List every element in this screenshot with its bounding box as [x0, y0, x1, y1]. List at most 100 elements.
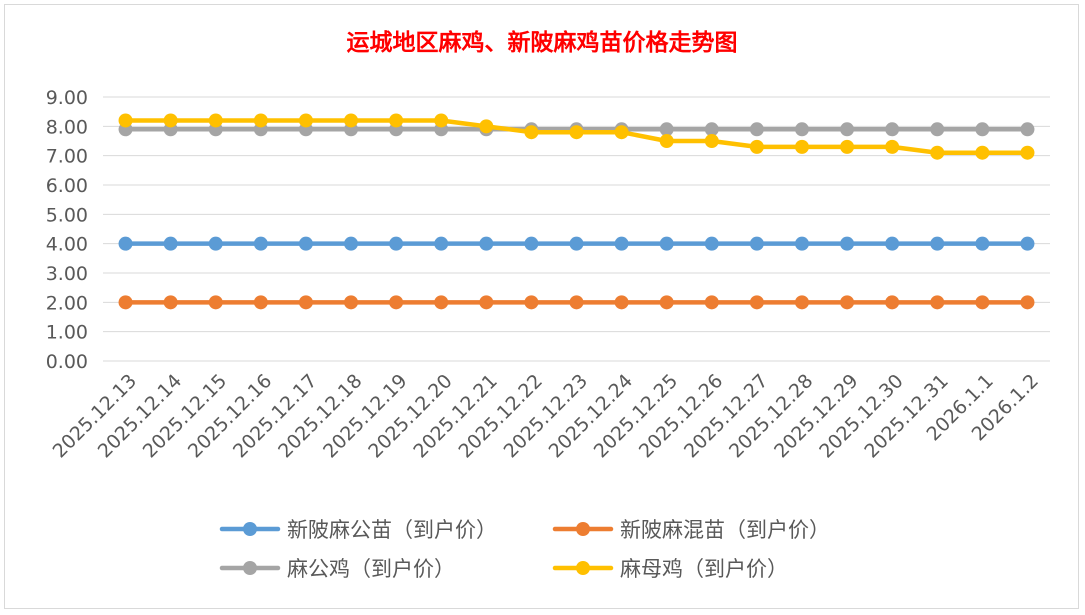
legend-item: 麻公鸡（到户价）	[219, 557, 455, 581]
series-1	[118, 295, 1035, 310]
legend-label: 麻母鸡（到户价）	[620, 557, 788, 581]
data-point	[208, 295, 223, 310]
data-point	[614, 295, 629, 310]
legend-marker	[576, 561, 590, 575]
series-lines	[118, 113, 1035, 310]
data-point	[1020, 145, 1035, 160]
data-point	[253, 236, 268, 251]
data-point	[479, 119, 494, 134]
chart-title: 运城地区麻鸡、新陂麻鸡苗价格走势图	[347, 29, 738, 56]
data-point	[749, 139, 764, 154]
data-point	[524, 236, 539, 251]
data-point	[704, 134, 719, 148]
data-point	[975, 122, 990, 137]
data-point	[118, 236, 133, 251]
legend-label: 新陂麻混苗（到户价）	[620, 518, 830, 542]
data-point	[524, 295, 539, 310]
data-point	[298, 295, 313, 310]
data-point	[569, 125, 584, 140]
data-point	[840, 122, 855, 137]
data-point	[794, 139, 809, 154]
data-point	[524, 125, 539, 140]
chart-frame	[4, 4, 1079, 609]
data-point	[389, 236, 404, 251]
data-point	[118, 295, 133, 310]
legend-item: 新陂麻混苗（到户价）	[552, 518, 830, 542]
data-point	[794, 295, 809, 310]
data-point	[118, 113, 133, 128]
legend-label: 麻公鸡（到户价）	[287, 557, 455, 581]
data-point	[704, 295, 719, 310]
legend-item: 新陂麻公苗（到户价）	[219, 518, 497, 542]
y-tick-label: 0.00	[46, 351, 88, 373]
y-tick-label: 8.00	[46, 116, 88, 138]
data-point	[930, 295, 945, 310]
y-tick-label: 9.00	[46, 87, 88, 109]
data-point	[163, 295, 178, 310]
data-point	[659, 122, 674, 137]
data-point	[344, 295, 359, 310]
y-tick-label: 1.00	[46, 322, 88, 344]
legend-marker	[243, 561, 257, 575]
data-point	[794, 236, 809, 251]
data-point	[1020, 122, 1035, 137]
data-point	[569, 295, 584, 310]
data-point	[930, 122, 945, 137]
data-point	[659, 295, 674, 310]
data-point	[1020, 295, 1035, 310]
data-point	[298, 236, 313, 251]
data-point	[614, 125, 629, 140]
data-point	[344, 113, 359, 128]
y-tick-label: 4.00	[46, 234, 88, 256]
data-point	[479, 295, 494, 310]
data-point	[840, 139, 855, 154]
data-point	[163, 236, 178, 251]
data-point	[840, 236, 855, 251]
data-point	[840, 295, 855, 310]
data-point	[885, 236, 900, 251]
data-point	[704, 122, 719, 137]
data-point	[298, 113, 313, 128]
data-point	[434, 236, 449, 251]
data-point	[434, 295, 449, 310]
data-point	[434, 113, 449, 128]
legend-label: 新陂麻公苗（到户价）	[287, 518, 497, 542]
data-point	[344, 236, 359, 251]
x-axis-ticks: 2025.12.132025.12.142025.12.152025.12.16…	[49, 370, 1043, 462]
data-point	[749, 236, 764, 251]
data-point	[975, 295, 990, 310]
y-tick-label: 6.00	[46, 175, 88, 197]
legend-item: 麻母鸡（到户价）	[552, 557, 788, 581]
y-tick-label: 3.00	[46, 263, 88, 285]
data-point	[253, 113, 268, 128]
data-point	[614, 236, 629, 251]
data-point	[208, 236, 223, 251]
data-point	[885, 139, 900, 154]
data-point	[930, 145, 945, 160]
y-tick-label: 5.00	[46, 204, 88, 226]
data-point	[659, 236, 674, 251]
data-point	[975, 145, 990, 160]
data-point	[389, 113, 404, 128]
series-0	[118, 236, 1035, 251]
y-tick-label: 2.00	[46, 292, 88, 314]
data-point	[208, 113, 223, 128]
data-point	[885, 295, 900, 310]
data-point	[749, 122, 764, 137]
data-point	[975, 236, 990, 251]
data-point	[930, 236, 945, 251]
data-point	[253, 295, 268, 310]
data-point	[659, 134, 674, 148]
y-axis-ticks: 0.00 1.00 2.00 3.00 4.00 5.00 6.00 7.00 8.00 9.00	[46, 87, 88, 373]
data-point	[569, 236, 584, 251]
legend-marker	[576, 522, 590, 536]
data-point	[704, 236, 719, 251]
legend-marker	[243, 522, 257, 536]
y-tick-label: 7.00	[46, 146, 88, 168]
data-point	[794, 122, 809, 137]
data-point	[749, 295, 764, 310]
data-point	[389, 295, 404, 310]
series-3	[118, 113, 1035, 160]
data-point	[1020, 236, 1035, 251]
